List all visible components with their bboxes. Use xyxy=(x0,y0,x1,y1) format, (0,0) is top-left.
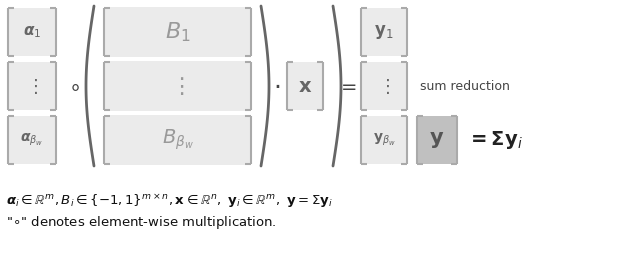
Text: $\boldsymbol{\alpha}_1$: $\boldsymbol{\alpha}_1$ xyxy=(23,24,41,40)
FancyBboxPatch shape xyxy=(8,62,56,110)
FancyBboxPatch shape xyxy=(361,116,407,164)
FancyBboxPatch shape xyxy=(287,62,323,110)
FancyBboxPatch shape xyxy=(103,61,252,111)
Text: $\mathbf{= \Sigma y}_i$: $\mathbf{= \Sigma y}_i$ xyxy=(467,129,523,151)
Text: $=$: $=$ xyxy=(337,77,357,95)
FancyBboxPatch shape xyxy=(361,62,407,110)
FancyBboxPatch shape xyxy=(8,116,56,164)
Text: $\boldsymbol{\alpha}_{\beta_w}$: $\boldsymbol{\alpha}_{\beta_w}$ xyxy=(20,132,44,148)
Text: sum reduction: sum reduction xyxy=(420,80,510,93)
Text: $\boldsymbol{\alpha}_i \in \mathbb{R}^m,B_i \in \{-1,1\}^{m\times n},\mathbf{x} : $\boldsymbol{\alpha}_i \in \mathbb{R}^m,… xyxy=(6,192,333,210)
Text: $B_{\beta_w}$: $B_{\beta_w}$ xyxy=(161,128,193,152)
Text: $\circ$: $\circ$ xyxy=(68,76,80,96)
FancyBboxPatch shape xyxy=(417,116,457,164)
Text: $\vdots$: $\vdots$ xyxy=(170,75,185,97)
FancyBboxPatch shape xyxy=(8,8,56,56)
FancyBboxPatch shape xyxy=(103,7,252,57)
Text: $\mathbf{y}_1$: $\mathbf{y}_1$ xyxy=(374,23,394,41)
Text: $\mathbf{y}$: $\mathbf{y}$ xyxy=(430,130,445,150)
Text: $B_1$: $B_1$ xyxy=(165,20,190,44)
Text: $\mathbf{y}_{\beta_w}$: $\mathbf{y}_{\beta_w}$ xyxy=(372,132,396,148)
Text: $\mathbf{x}$: $\mathbf{x}$ xyxy=(298,77,312,95)
FancyBboxPatch shape xyxy=(361,8,407,56)
Text: $\cdot$: $\cdot$ xyxy=(273,74,281,98)
Text: $\vdots$: $\vdots$ xyxy=(378,77,390,95)
FancyBboxPatch shape xyxy=(103,115,252,165)
Text: $\vdots$: $\vdots$ xyxy=(26,77,38,95)
Text: "$\circ$" denotes element-wise multiplication.: "$\circ$" denotes element-wise multiplic… xyxy=(6,214,276,231)
